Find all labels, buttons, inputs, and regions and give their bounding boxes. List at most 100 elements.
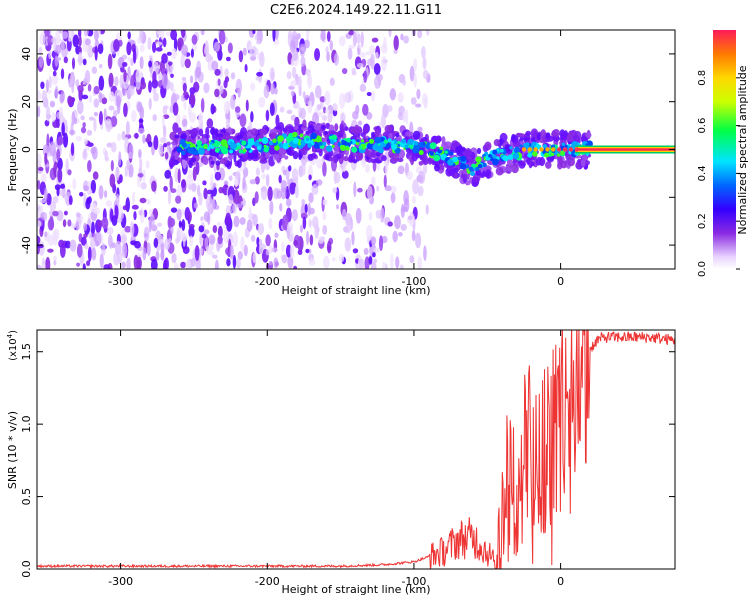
heatmap-cell [402,78,407,86]
heatmap-cell [67,169,72,176]
heatmap-cell [239,217,246,225]
heatmap-cell [278,174,282,184]
heatmap-cell [84,243,89,250]
heatmap-cell [365,224,373,240]
heatmap-cell [223,100,230,115]
heatmap-cell [333,154,338,164]
heatmap-cell [214,171,222,181]
heatmap-cell [460,173,468,180]
heatmap-cell [455,145,461,155]
heatmap-cell [390,253,394,269]
heatmap-cell [57,136,64,146]
heatmap-cell [412,195,416,204]
heatmap-cell [210,160,215,165]
heatmap-cell [37,105,41,118]
heatmap-cell [417,30,423,39]
heatmap-cell [351,231,355,246]
heatmap-cell [279,106,285,113]
heatmap-cell [165,31,172,37]
heatmap-cell [397,232,403,237]
heatmap-cell [190,157,197,163]
heatmap-cell [320,124,326,130]
heatmap-cell [304,203,308,214]
heatmap-cell [115,193,120,207]
heatmap-cell [407,215,413,220]
heatmap-cell [80,236,87,246]
heatmap-cell [127,56,132,62]
heatmap-cell [407,138,414,146]
heatmap-cell [37,90,42,101]
heatmap-cell [525,130,532,137]
heatmap-cell [370,53,375,70]
heatmap-cell [418,142,423,146]
heatmap-cell [236,203,243,208]
x-tick-label: 0 [557,275,564,288]
heatmap-cell [38,166,44,172]
heatmap-cell [123,69,127,83]
heatmap-cell [139,197,147,204]
heatmap-cell [339,123,344,132]
heatmap-cell [366,185,373,201]
heatmap-cell [81,94,89,100]
heatmap-cell [342,158,347,172]
heatmap-cell [91,247,97,261]
heatmap-cell [585,132,592,139]
heatmap-cell [168,217,176,228]
heatmap-cell [353,181,357,198]
heatmap-cell [268,140,274,146]
heatmap-cell [488,153,492,158]
heatmap-cell [316,158,323,169]
heatmap-cell [51,111,56,122]
heatmap-cell [216,221,222,227]
heatmap-cell [107,53,113,70]
heatmap-cell [212,182,217,188]
heatmap-cell [229,244,234,260]
heatmap-cell [181,44,188,56]
heatmap-cell [88,231,92,240]
heatmap-cell [356,151,363,161]
heatmap-cell [368,211,373,221]
heatmap-cell [361,80,365,86]
heatmap-cell [325,108,330,114]
heatmap-cell [238,50,244,63]
heatmap-cell [139,30,144,42]
heatmap-cell [158,143,164,156]
heatmap-cell [373,247,381,253]
colorbar-tick-label: 0.4 [697,165,708,181]
heatmap-cell [108,105,115,111]
heatmap-cell [84,38,91,46]
heatmap-cell [117,217,123,224]
heatmap-cell [115,166,120,181]
heatmap-cell [127,31,131,40]
heatmap-cell [580,159,586,167]
heatmap-cell [402,110,408,123]
heatmap-cell [234,170,241,180]
heatmap-cell [316,179,323,186]
heatmap-cell [485,169,492,179]
heatmap-cell [190,130,196,138]
heatmap-cell [272,30,276,42]
heatmap-cell [234,179,239,187]
x-tick-label: -100 [401,575,426,588]
heatmap-cell [142,134,146,144]
heatmap-cell [54,85,59,99]
heatmap-cell [261,137,269,145]
heatmap-cell [355,207,362,224]
heatmap-cell [413,73,417,88]
heatmap-cell [257,223,265,235]
heatmap-cell [291,66,297,79]
heatmap-cell [126,257,131,269]
heatmap-cell [69,239,77,252]
heatmap-cell [61,122,65,137]
heatmap-cell [217,78,221,87]
heatmap-cell [153,135,159,151]
heatmap-cell [286,70,292,80]
x-tick-label: -100 [401,275,426,288]
heatmap-cell [79,192,84,197]
heatmap-cell [286,109,293,114]
heatmap-cell [342,208,347,221]
heatmap-cell [290,90,295,97]
heatmap-cell [331,256,336,262]
heatmap-cell [318,141,323,146]
heatmap-cell [91,146,98,160]
